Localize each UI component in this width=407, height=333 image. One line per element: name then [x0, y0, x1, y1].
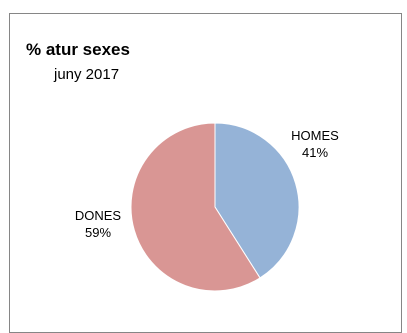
- pie-slice-dones: [130, 122, 261, 292]
- chart-subtitle: juny 2017: [54, 66, 120, 83]
- pie-value-label-homes: 41%: [302, 145, 328, 160]
- chart-title: % atur sexes: [26, 40, 130, 59]
- pie-value-label-dones: 59%: [85, 225, 111, 240]
- pie-chart: HOMES 41% DONES 59%: [75, 122, 339, 292]
- pie-category-label-dones: DONES: [75, 208, 122, 223]
- pie-category-label-homes: HOMES: [291, 128, 339, 143]
